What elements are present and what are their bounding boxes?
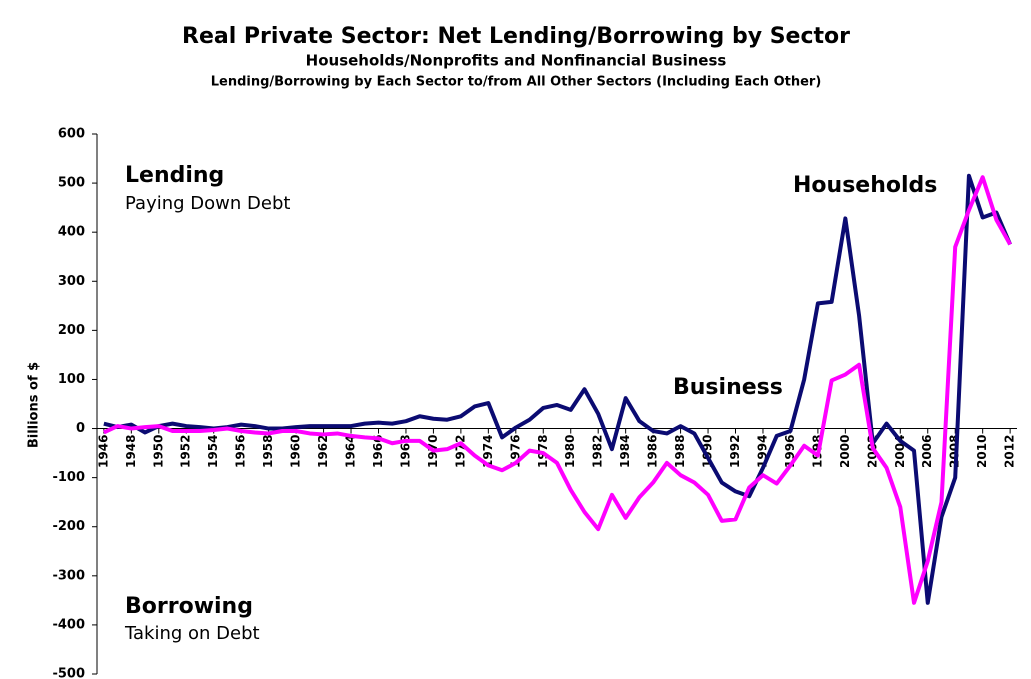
x-tick-label: 1988 — [673, 435, 687, 468]
x-tick-label: 1980 — [563, 435, 577, 468]
x-tick-label: 1966 — [371, 435, 385, 468]
x-tick-label: 2006 — [920, 435, 934, 468]
x-tick-label: 1954 — [206, 435, 220, 468]
x-tick-label: 1982 — [591, 435, 605, 468]
x-tick-label: 1964 — [344, 435, 358, 468]
x-tick-label: 2002 — [865, 435, 879, 468]
x-tick-label: 1972 — [453, 435, 467, 468]
x-tick-label: 1962 — [316, 435, 330, 468]
y-tick-label: -300 — [52, 568, 85, 583]
x-tick-label: 1952 — [179, 435, 193, 468]
x-tick-label: 2012 — [1003, 435, 1017, 468]
y-tick-label: -400 — [52, 617, 85, 632]
series-label: Households — [793, 173, 937, 198]
y-tick-label: 0 — [76, 421, 85, 436]
series-label: Business — [673, 375, 783, 400]
x-tick-label: 1992 — [728, 435, 742, 468]
x-tick-label: 1994 — [755, 435, 769, 468]
series-line — [103, 173, 1012, 605]
x-tick-label: 1984 — [618, 435, 632, 468]
x-tick-label: 1956 — [234, 435, 248, 468]
annotation: Taking on Debt — [124, 623, 260, 644]
x-tick-label: 1986 — [646, 435, 660, 468]
y-tick-label: 300 — [58, 274, 85, 289]
x-tick-label: 1948 — [124, 435, 138, 468]
y-tick-label: 400 — [58, 225, 85, 240]
annotation: Paying Down Debt — [125, 193, 290, 214]
x-tick-label: 1946 — [96, 435, 110, 468]
y-tick-label: 500 — [58, 176, 85, 191]
y-tick-label: 600 — [58, 127, 85, 142]
series-line — [103, 175, 1012, 605]
y-tick-label: -500 — [52, 667, 85, 679]
chart-subtitle: Lending/Borrowing by Each Sector to/from… — [211, 75, 822, 90]
x-tick-label: 1950 — [151, 435, 165, 468]
y-tick-label: -100 — [52, 470, 85, 485]
x-tick-label: 1974 — [481, 435, 495, 468]
annotation: Lending — [125, 163, 224, 188]
y-tick-label: 100 — [58, 372, 85, 387]
x-tick-label: 1960 — [289, 435, 303, 468]
y-tick-label: 200 — [58, 323, 85, 338]
chart-subtitle: Households/Nonprofits and Nonfinancial B… — [306, 52, 727, 70]
x-tick-label: 2000 — [838, 435, 852, 468]
y-tick-label: -200 — [52, 519, 85, 534]
x-tick-label: 2010 — [975, 435, 989, 468]
annotation: Borrowing — [125, 594, 253, 619]
y-axis-label: Billions of $ — [27, 362, 42, 448]
chart-title: Real Private Sector: Net Lending/Borrowi… — [182, 24, 850, 49]
x-tick-label: 1958 — [261, 435, 275, 468]
